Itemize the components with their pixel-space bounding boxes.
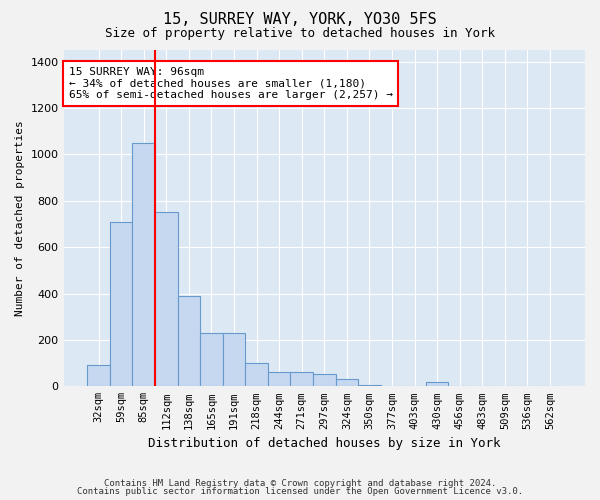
Bar xyxy=(178,296,200,386)
Bar xyxy=(200,333,223,386)
Bar xyxy=(110,222,133,386)
Text: 15 SURREY WAY: 96sqm
← 34% of detached houses are smaller (1,180)
65% of semi-de: 15 SURREY WAY: 96sqm ← 34% of detached h… xyxy=(69,67,393,100)
Bar xyxy=(155,212,178,386)
Bar xyxy=(335,380,358,386)
Bar xyxy=(245,363,268,386)
Bar xyxy=(87,366,110,386)
Y-axis label: Number of detached properties: Number of detached properties xyxy=(15,120,25,316)
X-axis label: Distribution of detached houses by size in York: Distribution of detached houses by size … xyxy=(148,437,500,450)
Text: Contains public sector information licensed under the Open Government Licence v3: Contains public sector information licen… xyxy=(77,487,523,496)
Text: Contains HM Land Registry data © Crown copyright and database right 2024.: Contains HM Land Registry data © Crown c… xyxy=(104,478,496,488)
Text: 15, SURREY WAY, YORK, YO30 5FS: 15, SURREY WAY, YORK, YO30 5FS xyxy=(163,12,437,28)
Bar xyxy=(426,382,448,386)
Bar xyxy=(223,333,245,386)
Bar xyxy=(358,385,381,386)
Text: Size of property relative to detached houses in York: Size of property relative to detached ho… xyxy=(105,28,495,40)
Bar xyxy=(290,372,313,386)
Bar xyxy=(313,374,335,386)
Bar xyxy=(268,372,290,386)
Bar xyxy=(133,143,155,386)
